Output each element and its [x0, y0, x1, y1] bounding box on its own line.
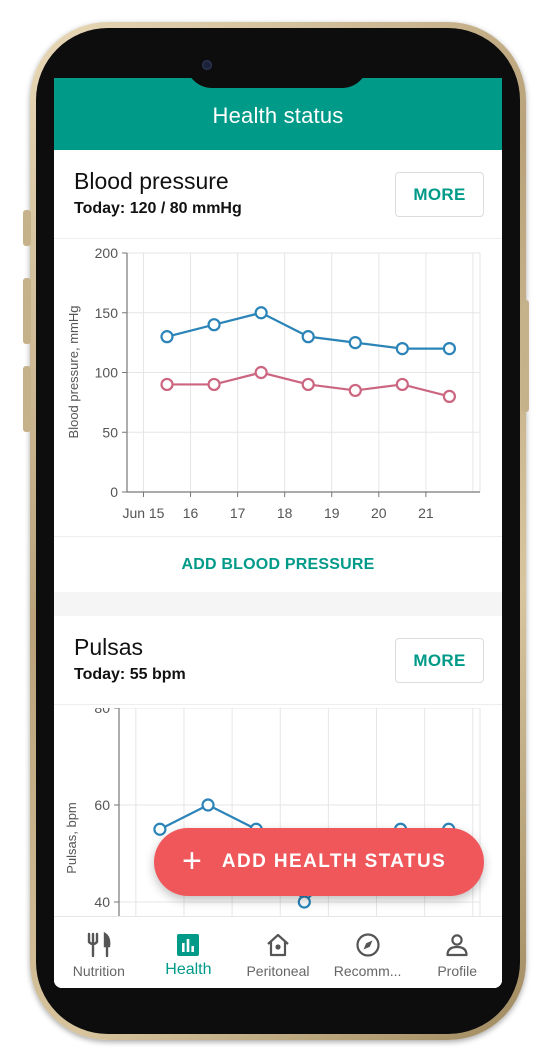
nav-item-peritoneal[interactable]: Peritoneal: [233, 917, 323, 988]
volume-up-button: [23, 278, 31, 344]
person-icon: [443, 931, 471, 959]
pulse-more-button[interactable]: MORE: [395, 638, 484, 683]
nav-item-health[interactable]: Health: [144, 917, 234, 988]
data-point: [395, 377, 409, 392]
x-tick-label: 18: [277, 505, 293, 521]
y-tick-label: 80: [94, 708, 110, 716]
data-point: [301, 377, 315, 392]
data-point: [254, 306, 268, 320]
blood-pressure-chart: 0 50 100 150 200 Jun 15 16 17 18 19 20 21 Blood pres…: [66, 245, 481, 521]
blood-pressure-title: Blood pressure: [74, 168, 229, 194]
nav-label: Nutrition: [72, 963, 125, 979]
data-point: [442, 341, 457, 356]
y-axis-label: Blood pressure, mmHg: [66, 306, 81, 439]
mute-switch: [23, 210, 31, 246]
blood-pressure-card: Blood pressure Today: 120 / 80 mmHg MORE…: [54, 150, 502, 592]
divider: [54, 238, 502, 239]
camera-icon: [202, 60, 212, 70]
pulse-title: Pulsas: [74, 634, 144, 660]
x-tick-label: 21: [418, 505, 434, 521]
data-point: [254, 365, 268, 380]
nav-label: Peritoneal: [246, 963, 310, 979]
y-tick-label: 100: [95, 365, 119, 381]
data-point: [297, 895, 311, 909]
data-point: [395, 341, 409, 356]
blood-pressure-today: Today: 120 / 80 mmHg: [74, 200, 242, 217]
nav-item-profile[interactable]: Profile: [412, 917, 502, 988]
nav-label: Profile: [437, 963, 478, 979]
add-blood-pressure-button[interactable]: ADD BLOOD PRESSURE: [181, 556, 375, 573]
data-point: [207, 318, 221, 332]
data-point: [207, 377, 221, 392]
nav-item-nutrition[interactable]: Nutrition: [54, 917, 144, 988]
data-point: [160, 377, 174, 392]
data-point: [201, 798, 215, 812]
nav-label: Recomm...: [333, 963, 402, 979]
volume-down-button: [23, 366, 31, 432]
data-point: [160, 330, 174, 344]
y-tick-label: 0: [110, 484, 118, 500]
nav-item-recommendations[interactable]: Recomm...: [323, 917, 413, 988]
divider: [54, 536, 502, 537]
y-tick-label: 150: [95, 305, 119, 321]
data-point: [348, 383, 362, 398]
plus-icon: +: [182, 841, 202, 880]
y-tick-label: 200: [95, 245, 119, 261]
bottom-nav: Nutrition Health Peritoneal: [54, 916, 502, 988]
pulse-today: Today: 55 bpm: [74, 666, 186, 683]
power-button: [521, 300, 529, 412]
fork-knife-icon: [85, 931, 113, 959]
y-tick-label: 60: [94, 797, 110, 813]
x-tick-label: Jun 15: [122, 505, 164, 521]
bar-chart-icon: [174, 931, 202, 959]
data-point: [442, 389, 457, 403]
divider: [54, 704, 502, 705]
blood-pressure-more-button[interactable]: MORE: [395, 172, 484, 217]
x-tick-label: 19: [324, 505, 340, 521]
y-axis-label: Pulsas, bpm: [64, 802, 79, 874]
data-point: [153, 822, 167, 836]
x-tick-label: 17: [230, 505, 246, 521]
y-tick-label: 40: [94, 894, 110, 910]
app-bar: Health status: [54, 78, 502, 150]
compass-icon: [354, 931, 382, 959]
home-icon: [264, 931, 292, 959]
add-health-status-button[interactable]: + ADD HEALTH STATUS: [154, 828, 484, 896]
y-tick-label: 50: [102, 424, 118, 440]
app-screen: Health status Blood pressure Today: 120 …: [54, 78, 502, 988]
x-tick-label: 20: [371, 505, 387, 521]
data-point: [301, 330, 315, 344]
x-tick-label: 16: [183, 505, 199, 521]
page-title: Health status: [212, 103, 344, 128]
device-notch: [186, 40, 368, 88]
add-health-status-label: ADD HEALTH STATUS: [221, 851, 447, 872]
data-point: [348, 336, 362, 350]
nav-label: Health: [165, 961, 212, 978]
